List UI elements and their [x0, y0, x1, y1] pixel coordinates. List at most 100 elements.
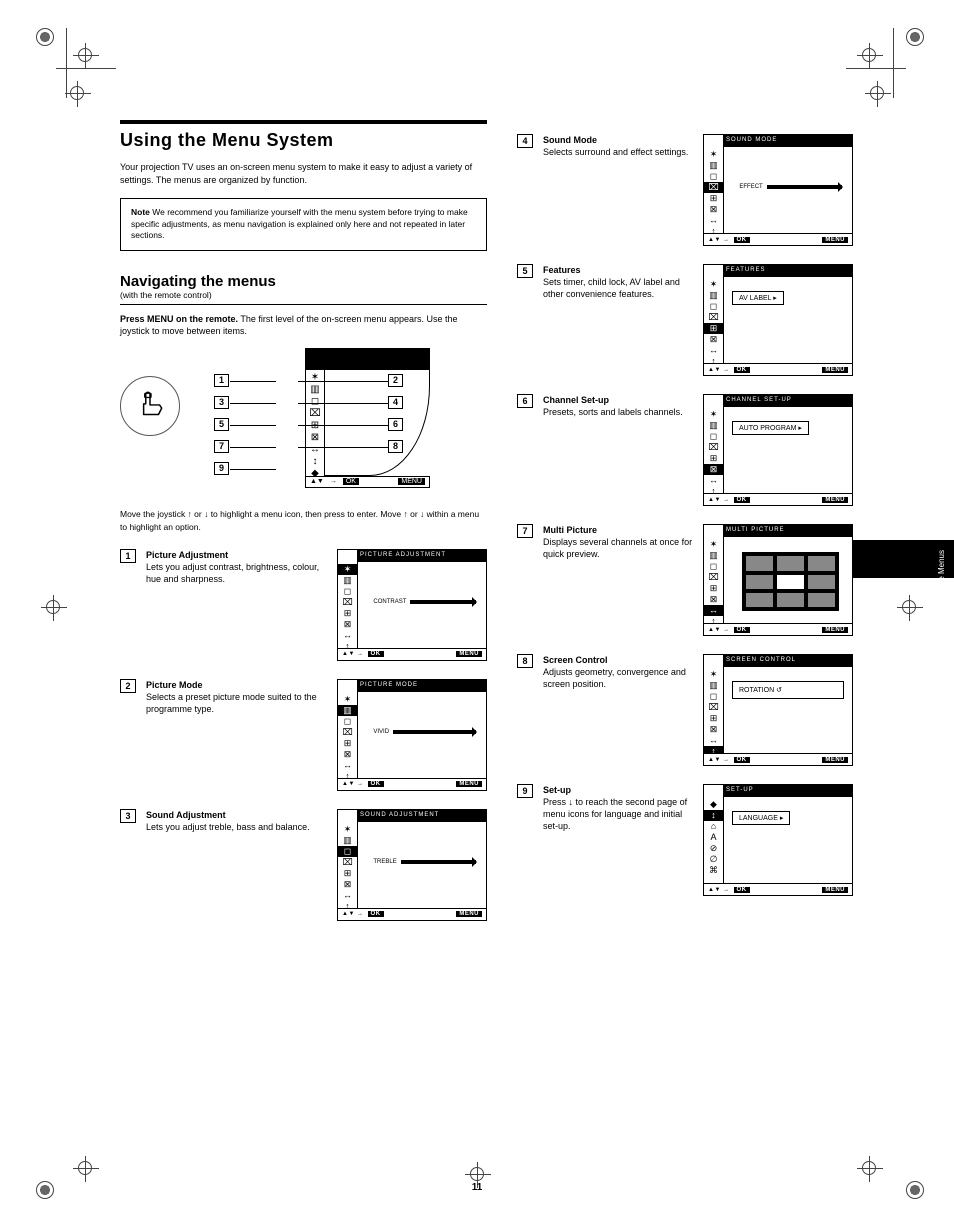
step-row: 7Multi PictureDisplays several channels …: [517, 524, 884, 636]
slider-label: CONTRAST: [373, 599, 406, 605]
callout-box: 9: [214, 462, 229, 475]
pip-cell: [746, 593, 773, 607]
footbar-nav: ▲▼ → OK: [342, 651, 384, 657]
tv-side-icons: ✶▥◻⌧⊞⊠↔↕◆: [338, 550, 358, 648]
menu-icon: ⊠: [704, 204, 723, 215]
menu-icon: ⌘: [704, 865, 723, 876]
step-row: 8Screen ControlAdjusts geometry, converg…: [517, 654, 884, 766]
menu-icon: ✶: [338, 564, 357, 575]
callout-box: 3: [214, 396, 229, 409]
callout-box: 2: [388, 374, 403, 387]
step-screen: SOUND MODE✶▥◻⌧⊞⊠↔↕◆EFFECT▲▼ → OKMENU: [703, 134, 853, 246]
tv-body: [724, 537, 852, 623]
pip-cell: [808, 593, 835, 607]
slider-row: TREBLE: [373, 858, 475, 866]
menu-icon: ⌧: [704, 572, 723, 583]
tv-footbar: ▲▼ → OKMENU: [704, 623, 852, 635]
step-number: 3: [120, 809, 136, 823]
footbar-menu: MENU: [822, 237, 848, 243]
tv-header: CHANNEL SET-UP: [704, 395, 852, 407]
tv-header: SOUND ADJUSTMENT: [338, 810, 486, 822]
tv-header: SCREEN CONTROL: [704, 655, 852, 667]
callout-box: 6: [388, 418, 403, 431]
menu-icon: ⊞: [338, 738, 357, 749]
menu-icon: ✶: [704, 669, 723, 680]
tv-side-icons: ◆↕⌂A⊘∅⌘: [704, 785, 724, 883]
subheading: Navigating the menus (with the remote co…: [120, 273, 487, 305]
tv-body: AV LABEL ▸: [724, 277, 852, 363]
footbar-ok: OK: [734, 367, 750, 373]
footbar-ok: OK: [368, 651, 384, 657]
slider-label: EFFECT: [739, 184, 762, 190]
step-screen: MULTI PICTURE✶▥◻⌧⊞⊠↔↕◆▲▼ → OKMENU: [703, 524, 853, 636]
menu-icon: ⊠: [704, 334, 723, 345]
note-body: We recommend you familiarize yourself wi…: [131, 207, 468, 240]
menu-icon: ↔: [704, 605, 723, 616]
tv-screen: PICTURE ADJUSTMENT✶▥◻⌧⊞⊠↔↕◆CONTRAST▲▼ → …: [337, 549, 487, 661]
page-content: Using the Menu System Your projection TV…: [120, 120, 884, 1121]
menu-icon: ⌧: [338, 857, 357, 868]
register-target: [862, 1161, 876, 1175]
pip-cell: [777, 575, 804, 589]
step-screen: SOUND ADJUSTMENT✶▥◻⌧⊞⊠↔↕◆TREBLE▲▼ → OKME…: [337, 809, 487, 921]
step-row: 1Picture AdjustmentLets you adjust contr…: [120, 549, 487, 661]
menu-icon: ▥: [704, 290, 723, 301]
note-title: Note: [131, 207, 150, 217]
intro-text: Your projection TV uses an on-screen men…: [120, 161, 487, 186]
step-title: Picture Mode: [146, 679, 327, 691]
step-text: Picture AdjustmentLets you adjust contra…: [146, 549, 327, 661]
menu-icon: ◻: [338, 716, 357, 727]
step-body: Lets you adjust contrast, brightness, co…: [146, 562, 319, 584]
step-text: Sound AdjustmentLets you adjust treble, …: [146, 809, 327, 921]
step-screen: FEATURES✶▥◻⌧⊞⊠↔↕◆AV LABEL ▸▲▼ → OKMENU: [703, 264, 853, 376]
footbar-ok: OK: [734, 237, 750, 243]
tv-screen: SOUND ADJUSTMENT✶▥◻⌧⊞⊠↔↕◆TREBLE▲▼ → OKME…: [337, 809, 487, 921]
menu-icon: ▥: [338, 575, 357, 586]
slider-bar: [401, 860, 476, 864]
tv-footbar: ▲▼ → OKMENU: [338, 778, 486, 790]
slider-row: CONTRAST: [373, 598, 475, 606]
crop-line: [66, 28, 67, 98]
right-column: 4Sound ModeSelects surround and effect s…: [517, 120, 884, 1121]
step-title: Set-up: [543, 784, 693, 796]
tv-side-icons: ✶▥◻⌧⊞⊠↔↕◆: [338, 680, 358, 778]
footbar-menu: MENU: [822, 757, 848, 763]
register-target: [78, 48, 92, 62]
pip-cell: [777, 556, 804, 570]
step-body: Press ↓ to reach the second page of menu…: [543, 797, 687, 831]
step-body: Adjusts geometry, convergence and screen…: [543, 667, 686, 689]
tv-side-icons: ✶▥◻⌧⊞⊠↔↕◆: [704, 395, 724, 493]
tv-footbar: ▲▼ → OK MENU: [305, 476, 430, 488]
menu-icon: ⊠: [704, 724, 723, 735]
crop-mark: [36, 1181, 54, 1199]
slider-label: TREBLE: [373, 859, 396, 865]
slider-label: VIVID: [373, 729, 389, 735]
step-number: 2: [120, 679, 136, 693]
tv-body: AUTO PROGRAM ▸: [724, 407, 852, 493]
callout-box: 7: [214, 440, 229, 453]
tv-body: EFFECT: [724, 147, 852, 233]
step-text: Sound ModeSelects surround and effect se…: [543, 134, 693, 158]
step-row: 4Sound ModeSelects surround and effect s…: [517, 134, 884, 246]
menu-icon: ⌧: [338, 597, 357, 608]
step-body: Selects a preset picture mode suited to …: [146, 692, 317, 714]
menu-icon: ⌧: [704, 312, 723, 323]
footbar-ok: OK: [368, 781, 384, 787]
footbar-menu: MENU: [822, 367, 848, 373]
pip-cell: [777, 593, 804, 607]
tv-side-icons: ✶▥◻⌧⊞⊠↔↕◆: [338, 810, 358, 908]
tv-side-icons: ✶▥◻⌧⊞⊠↔↕◆: [704, 525, 724, 623]
callout-lead: [298, 403, 388, 404]
menu-icon: ⊠: [338, 619, 357, 630]
right-steps: 4Sound ModeSelects surround and effect s…: [517, 134, 884, 896]
left-column: Using the Menu System Your projection TV…: [120, 120, 487, 1121]
step-body: Presets, sorts and labels channels.: [543, 407, 683, 417]
menu-icon: ⊠: [704, 464, 723, 475]
tv-footbar: ▲▼ → OKMENU: [704, 753, 852, 765]
menu-icon: ⊞: [308, 421, 322, 431]
tv-footbar: ▲▼ → OKMENU: [338, 648, 486, 660]
menu-icon: ◆: [704, 799, 723, 810]
subhead-big: Navigating the menus: [120, 273, 487, 290]
step-text: Picture ModeSelects a preset picture mod…: [146, 679, 327, 791]
step-text: Screen ControlAdjusts geometry, converge…: [543, 654, 693, 690]
